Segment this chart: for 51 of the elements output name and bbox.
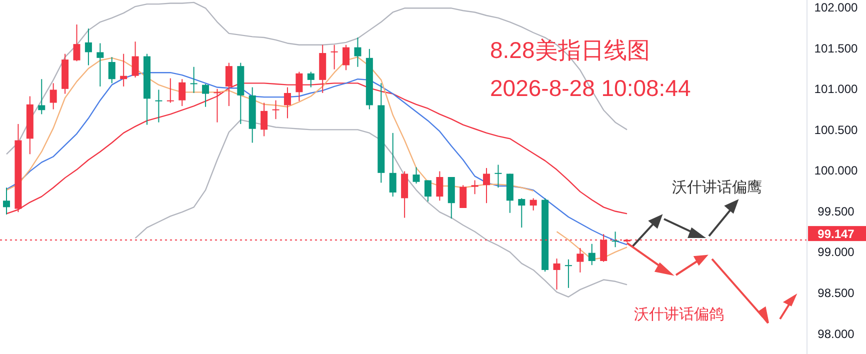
candlestick	[166, 78, 174, 104]
candlestick	[471, 180, 478, 195]
candlestick	[120, 53, 128, 87]
candlestick	[214, 88, 221, 123]
candlestick	[494, 164, 502, 188]
candlestick	[436, 170, 444, 202]
candlestick	[50, 82, 57, 110]
y-tick-label: 100.000	[814, 164, 858, 178]
candlestick	[354, 37, 362, 68]
candlestick	[38, 78, 46, 115]
text: 2026-8-28 10:08:44	[490, 75, 691, 101]
candlestick	[84, 28, 92, 66]
candlestick	[553, 258, 560, 290]
candlestick	[202, 84, 210, 108]
candlestick	[260, 102, 268, 137]
candlestick	[576, 247, 584, 273]
text: 沃什讲话偏鸽	[634, 306, 724, 323]
candlestick	[155, 89, 162, 123]
candlestick	[530, 198, 537, 211]
candlestick	[389, 132, 396, 198]
y-tick-label: 98.000	[818, 326, 855, 341]
candlestick	[190, 66, 198, 94]
candlestick	[3, 187, 10, 216]
candlestick	[483, 168, 490, 204]
y-tick-label: 99.000	[818, 245, 855, 260]
y-tick-label: 98.500	[818, 286, 855, 300]
candlestick	[588, 243, 596, 266]
y-tick-label: 101.000	[814, 82, 858, 96]
text: 沃什讲话偏鹰	[672, 179, 762, 196]
candlestick	[73, 24, 80, 62]
candlestick	[460, 184, 467, 208]
candlestick	[307, 71, 314, 88]
candlestick	[518, 198, 526, 228]
y-tick-label: 102.000	[814, 0, 858, 15]
y-tick-label: 101.500	[814, 41, 858, 56]
candlestick	[132, 41, 139, 78]
candlestick	[412, 166, 420, 184]
candlestick	[342, 44, 350, 71]
candlestick	[564, 258, 572, 288]
candlestick	[330, 44, 338, 70]
candlestick	[424, 180, 432, 202]
candlestick	[108, 56, 116, 84]
candlestick	[612, 231, 619, 248]
ref-line-label: 99.147	[818, 226, 855, 241]
text: 8.28美指日线图	[490, 37, 650, 63]
candlestick	[178, 78, 186, 107]
y-tick-label: 100.500	[814, 122, 858, 137]
candlestick	[272, 100, 280, 120]
candlestick	[284, 86, 291, 119]
y-tick-label: 99.500	[818, 204, 855, 218]
candlestick	[96, 42, 104, 87]
